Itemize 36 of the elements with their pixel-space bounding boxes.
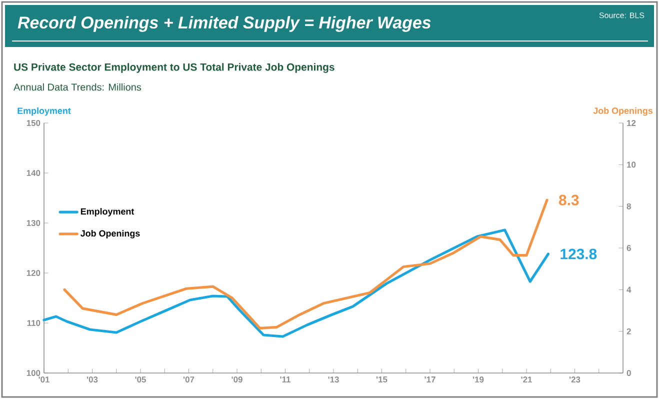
y2-tick-label: 6 [626, 245, 631, 251]
y2-axis-title: Job Openings [593, 107, 653, 116]
x-tick-label: '03 [86, 376, 98, 383]
y-tick-label: 110 [27, 320, 40, 326]
x-tick-label: '07 [183, 376, 194, 383]
y2-tick-label: 2 [626, 328, 631, 334]
y2-tick-label: 10 [627, 162, 636, 168]
y-tick-label: 100 [26, 370, 40, 376]
y2-tick-label: 4 [626, 286, 632, 293]
x-tick-label: '23 [569, 376, 580, 383]
y-tick-label: 130 [26, 220, 40, 226]
data-label: 8.3 [558, 194, 579, 206]
x-tick-label: '09 [232, 376, 242, 383]
y-tick-label: 120 [26, 270, 40, 276]
y-axis-title: Employment [18, 107, 71, 116]
text: Annual Data Trends: Millions [14, 83, 142, 91]
x-tick-label: '05 [135, 376, 146, 383]
legend-label: Employment [80, 208, 134, 216]
x-tick-label: '17 [424, 376, 436, 382]
line-series [42, 228, 550, 338]
chart-subtitle: US Private Sector Employment to US Total Private Job Openings [14, 63, 334, 73]
x-tick-label: '01 [38, 376, 50, 383]
data-label: 123.8 [560, 248, 597, 260]
y2-tick-label: 8 [626, 203, 631, 210]
y-tick-label: 150 [26, 120, 40, 126]
legend-label: Job Openings [80, 230, 140, 238]
y2-tick-label: 12 [627, 120, 636, 126]
chart-title: Record Openings + Limited Supply = Higher Wages [18, 16, 431, 32]
x-tick-label: '21 [521, 376, 532, 382]
x-tick-label: '13 [328, 376, 339, 383]
y2-tick-label: 0 [626, 370, 631, 376]
x-tick-label: '11 [280, 376, 290, 382]
line-series [63, 198, 548, 330]
y-tick-label: 140 [26, 170, 40, 176]
x-tick-label: '19 [472, 376, 484, 383]
x-tick-label: '15 [376, 376, 388, 382]
